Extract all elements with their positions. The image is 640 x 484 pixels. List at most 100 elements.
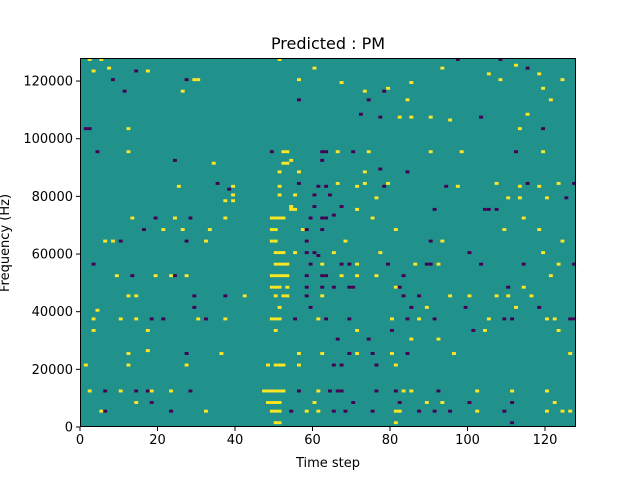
cell-high — [281, 262, 286, 266]
cell-high — [386, 181, 391, 185]
cell-high — [196, 78, 201, 82]
cell-high — [498, 78, 503, 82]
cell-high — [273, 409, 278, 413]
cell-high — [231, 184, 236, 188]
cell-low — [149, 401, 154, 404]
cell-high — [266, 363, 270, 367]
cell-low — [308, 262, 313, 266]
cell-low — [483, 207, 487, 211]
y-tick-label: 80000 — [32, 190, 73, 205]
cell-high — [521, 216, 526, 220]
cell-high — [169, 389, 174, 393]
cell-low — [424, 262, 429, 266]
cell-low — [339, 389, 344, 393]
cell-high — [169, 274, 174, 278]
cell-low — [304, 228, 309, 232]
cell-high — [541, 150, 546, 154]
cell-high — [161, 228, 166, 232]
cell-low — [525, 181, 530, 185]
cell-high — [87, 58, 92, 61]
x-axis: 0 20 40 60 80 100 120 — [76, 427, 557, 448]
plot-frame — [80, 58, 576, 427]
cell-high — [316, 409, 321, 413]
cell-low — [386, 262, 391, 266]
cell-high — [277, 401, 282, 404]
cell-high — [134, 317, 139, 321]
cell-high — [541, 251, 546, 255]
cell-low — [316, 184, 321, 188]
cell-low — [103, 409, 108, 413]
cell-low — [366, 337, 371, 341]
cell-high — [362, 181, 367, 185]
cell-low — [134, 389, 139, 393]
cell-high — [459, 150, 464, 154]
cell-high — [204, 409, 208, 413]
cell-high — [281, 363, 286, 367]
cell-low — [95, 150, 100, 154]
cell-high — [145, 328, 150, 332]
cell-high — [277, 193, 282, 197]
cell-high — [277, 317, 282, 321]
cell-low — [393, 389, 398, 393]
cell-high — [134, 401, 139, 404]
cell-high — [83, 363, 88, 367]
cell-low — [486, 207, 491, 211]
cell-high — [107, 66, 112, 70]
cell-low — [405, 352, 410, 355]
cell-low — [134, 69, 139, 73]
cell-high — [502, 228, 507, 232]
cell-high — [320, 294, 325, 298]
cell-high — [335, 150, 340, 154]
cell-low — [312, 205, 317, 208]
cell-low — [91, 262, 96, 266]
cell-high — [440, 401, 445, 404]
cell-high — [277, 409, 282, 413]
cell-high — [355, 262, 360, 266]
cell-high — [184, 274, 189, 278]
cell-low — [432, 207, 437, 211]
cell-low — [188, 389, 193, 393]
cell-high — [393, 409, 398, 413]
cell-low — [467, 251, 472, 255]
cell-high — [273, 363, 278, 367]
cell-low — [506, 285, 511, 289]
cell-low — [374, 363, 379, 367]
heatmap-cells — [83, 58, 577, 425]
cell-high — [281, 150, 286, 154]
cell-low — [343, 409, 348, 413]
cell-low — [192, 294, 197, 298]
cell-high — [467, 294, 472, 298]
cell-high — [390, 317, 394, 321]
cell-high — [560, 239, 565, 243]
cell-low — [382, 89, 387, 93]
cell-high — [331, 251, 336, 255]
cell-high — [552, 317, 557, 321]
cell-high — [277, 305, 282, 309]
cell-high — [231, 199, 236, 203]
cell-low — [215, 181, 220, 185]
cell-low — [169, 409, 174, 413]
cell-low — [564, 196, 569, 200]
cell-high — [568, 352, 573, 355]
cell-high — [269, 409, 274, 413]
cell-high — [273, 389, 278, 393]
cell-high — [405, 98, 410, 102]
cell-low — [432, 317, 437, 321]
cell-high — [304, 409, 309, 413]
cell-high — [269, 389, 274, 393]
y-axis: 0 20000 40000 60000 80000 100000 120000 — [23, 75, 80, 436]
cell-high — [126, 294, 131, 298]
cell-high — [126, 150, 131, 154]
cell-high — [153, 274, 158, 278]
cell-high — [506, 196, 511, 200]
cell-high — [424, 401, 429, 404]
cell-low — [324, 274, 329, 278]
cell-high — [297, 352, 301, 355]
cell-low — [142, 228, 146, 232]
cell-high — [285, 285, 290, 289]
cell-high — [560, 78, 565, 82]
cell-high — [374, 196, 379, 200]
cell-high — [285, 161, 290, 165]
cell-high — [91, 69, 96, 73]
y-tick-label: 60000 — [32, 248, 73, 263]
